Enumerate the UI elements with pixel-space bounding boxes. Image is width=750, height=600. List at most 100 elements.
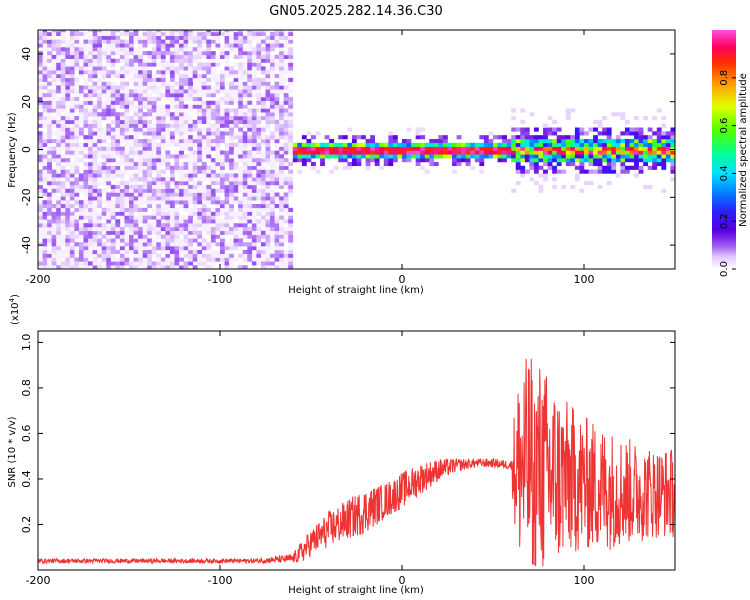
- spectrogram-cell: [643, 150, 648, 155]
- spectrogram-cell: [133, 196, 139, 201]
- spectrogram-cell: [201, 261, 207, 266]
- spectrogram-cell: [92, 192, 98, 197]
- spectrogram-cell: [556, 135, 562, 140]
- spectrogram-cell: [160, 116, 166, 121]
- spectrogram-cell: [347, 150, 353, 155]
- spectrogram-cell: [119, 70, 125, 75]
- spectrogram-cell: [247, 70, 253, 75]
- spectrogram-cell: [570, 184, 576, 189]
- spectrogram-cell: [392, 146, 398, 151]
- spectrogram-cell: [620, 112, 626, 117]
- spectrogram-cell: [78, 31, 84, 37]
- spectrogram-cell: [224, 161, 230, 167]
- spectrogram-cell: [251, 192, 257, 197]
- spectrogram-cell: [83, 66, 89, 71]
- spectrogram-cell: [497, 135, 503, 140]
- spectrogram-cell: [229, 39, 234, 44]
- spectrogram-cell: [97, 81, 102, 86]
- spectrogram-cell: [51, 146, 57, 151]
- spectrogram-cell: [110, 150, 116, 155]
- spectrogram-cell: [47, 43, 52, 48]
- spectrogram-cell: [169, 196, 175, 201]
- spectrogram-cell: [206, 123, 212, 128]
- spectrogram-cell: [151, 207, 157, 212]
- spectrogram-cell: [511, 135, 517, 140]
- spectrogram-cell: [260, 135, 266, 140]
- spectrogram-cell: [288, 161, 294, 167]
- spectrogram-cell: [624, 150, 630, 155]
- spectrogram-cell: [42, 215, 48, 220]
- spectrogram-cell: [115, 135, 121, 140]
- spectrogram-cell: [643, 142, 648, 147]
- spectrogram-cell: [165, 184, 171, 189]
- spectrogram-cell: [224, 150, 230, 155]
- spectrogram-cell: [602, 142, 608, 147]
- spectrogram-cell: [397, 150, 403, 155]
- spectrogram-cell: [119, 188, 125, 193]
- spectrogram-cell: [197, 73, 203, 79]
- spectrogram-cell: [88, 211, 93, 216]
- spectrogram-cell: [611, 158, 617, 163]
- spectrogram-cell: [156, 150, 162, 155]
- spectrogram-cell: [438, 150, 444, 155]
- spectrogram-cell: [233, 154, 239, 159]
- spectrogram-cell: [511, 108, 517, 113]
- spectrogram-cell: [74, 62, 80, 67]
- spectrogram-cell: [156, 154, 162, 159]
- spectrogram-cell: [129, 77, 134, 82]
- spectrogram-cell: [201, 51, 207, 56]
- spectrogram-cell: [251, 142, 257, 147]
- spectrogram-cell: [210, 31, 216, 37]
- spectrogram-cell: [119, 123, 125, 128]
- spectrogram-cell: [97, 104, 102, 109]
- spectrogram-cell: [288, 238, 294, 243]
- spectrogram-cell: [129, 211, 134, 216]
- spectrogram-cell: [206, 138, 212, 144]
- spectrogram-cell: [274, 96, 280, 102]
- spectrogram-cell: [274, 223, 280, 228]
- spectrogram-cell: [119, 119, 125, 124]
- spectrogram-cell: [192, 165, 198, 170]
- spectrogram-cell: [129, 39, 134, 44]
- spectrogram-cell: [151, 181, 157, 186]
- spectrogram-cell: [251, 116, 257, 121]
- spectrogram-cell: [133, 123, 139, 128]
- spectrogram-cell: [634, 165, 639, 170]
- spectrogram-cell: [88, 177, 93, 182]
- spectrogram-cell: [124, 81, 130, 86]
- spectrogram-cell: [670, 146, 675, 151]
- spectrogram-cell: [483, 150, 489, 155]
- spectrogram-cell: [606, 165, 612, 170]
- spectrogram-cell: [670, 127, 675, 132]
- spectrogram-cell: [174, 51, 180, 56]
- spectrogram-cell: [279, 89, 284, 94]
- spectrogram-cell: [602, 150, 608, 155]
- spectrogram-cell: [179, 230, 184, 235]
- spectrogram-cell: [179, 184, 184, 189]
- spectrogram-cell: [238, 253, 244, 258]
- spectrogram-cell: [233, 173, 239, 178]
- spectrogram-cell: [215, 215, 221, 220]
- spectrogram-cell: [65, 188, 71, 193]
- spectrogram-cell: [233, 142, 239, 147]
- y-tick-label: 0.8: [20, 379, 33, 397]
- spectrogram-cell: [156, 116, 162, 121]
- spectrogram-cell: [279, 261, 284, 266]
- spectrogram-cell: [83, 54, 89, 59]
- spectrogram-cell: [611, 161, 617, 167]
- spectrogram-cell: [634, 127, 639, 132]
- spectrogram-cell: [456, 154, 462, 159]
- spectrogram-cell: [588, 127, 594, 132]
- spectrogram-cell: [288, 35, 294, 40]
- spectrogram-cell: [606, 142, 612, 147]
- spectrogram-cell: [133, 219, 139, 224]
- spectrogram-cell: [238, 226, 244, 232]
- spectrogram-cell: [260, 177, 266, 182]
- spectrogram-cell: [420, 158, 426, 163]
- spectrogram-cell: [69, 223, 75, 228]
- spectrogram-cell: [101, 54, 107, 59]
- spectrogram-cell: [301, 154, 307, 159]
- spectrogram-cell: [270, 154, 275, 159]
- spectrogram-cell: [60, 234, 66, 239]
- spectrogram-cell: [119, 89, 125, 94]
